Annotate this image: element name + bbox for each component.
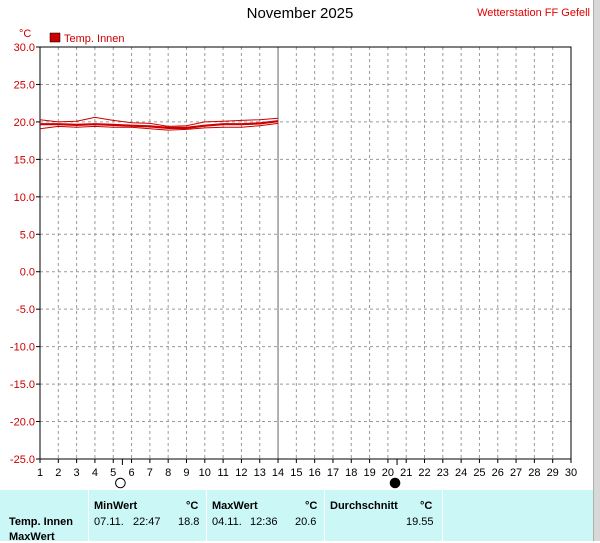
x-tick-label: 20	[382, 467, 394, 479]
x-tick-label: 9	[183, 467, 189, 479]
y-tick-label: 0.0	[20, 267, 35, 279]
x-tick-label: 2	[55, 467, 61, 479]
x-tick-label: 28	[528, 467, 540, 479]
column-divider	[206, 490, 207, 541]
min-time: 22:47	[133, 516, 161, 528]
y-tick-label: 5.0	[20, 229, 35, 241]
column-divider	[88, 490, 89, 541]
x-tick-label: 24	[455, 467, 467, 479]
x-tick-label: 1	[37, 467, 43, 479]
y-tick-label: 15.0	[14, 154, 35, 166]
x-tick-label: 16	[309, 467, 321, 479]
max-date: 04.11.	[212, 516, 242, 528]
stats-row-label-2: MaxWert	[9, 531, 55, 543]
min-header: MinWert	[94, 500, 138, 512]
max-unit: °C	[305, 500, 318, 512]
x-tick-label: 7	[147, 467, 153, 479]
x-tick-label: 4	[92, 467, 98, 479]
series-line-min	[39, 122, 279, 131]
new-moon-icon	[389, 477, 401, 489]
min-unit: °C	[186, 500, 199, 512]
max-value: 20.6	[295, 516, 317, 528]
y-tick-label: -5.0	[16, 304, 35, 316]
x-tick-label: 22	[418, 467, 430, 479]
y-tick-label: -10.0	[10, 342, 35, 354]
series-line-mean	[40, 120, 279, 130]
x-tick-label: 29	[547, 467, 559, 479]
x-tick-label: 3	[74, 467, 80, 479]
y-tick-label: -20.0	[10, 417, 35, 429]
x-tick-label: 30	[565, 467, 577, 479]
x-tick-label: 17	[327, 467, 339, 479]
full-moon-icon	[115, 477, 126, 489]
plot-frame	[39, 46, 572, 460]
plot-area	[40, 47, 571, 459]
series-line-max	[39, 116, 279, 127]
x-tick-label: 19	[363, 467, 375, 479]
x-tick-label: 8	[165, 467, 171, 479]
column-divider	[324, 490, 325, 541]
min-date: 07.11.	[94, 516, 124, 528]
avg-header: Durchschnitt	[330, 500, 398, 512]
x-tick-label: 26	[492, 467, 504, 479]
x-tick-label: 10	[199, 467, 211, 479]
avg-unit: °C	[420, 500, 433, 512]
x-tick-label: 14	[272, 467, 284, 479]
legend-swatch	[49, 32, 61, 43]
x-tick-label: 6	[128, 467, 134, 479]
max-time: 12:36	[250, 516, 278, 528]
x-tick-label: 13	[254, 467, 266, 479]
stats-row-label: Temp. Innen	[9, 516, 73, 528]
x-tick-label: 25	[473, 467, 485, 479]
x-tick-label: 5	[110, 467, 116, 479]
x-tick-label: 11	[217, 467, 228, 479]
temperature-chart: 30.0 25.0 20.0 15.0 10.0 5.0 0.0 -5.0 -10.0 -15.0…	[10, 28, 577, 489]
x-tick-label: 21	[400, 467, 412, 479]
y-tick-label: -15.0	[10, 379, 35, 391]
min-value: 18.8	[178, 516, 200, 528]
avg-value: 19.55	[406, 516, 434, 528]
vertical-scrollbar[interactable]	[593, 0, 600, 541]
x-tick-label: 18	[345, 467, 357, 479]
y-tick-label: 10.0	[14, 192, 35, 204]
y-tick-label: 30.0	[14, 42, 35, 54]
station-name: Wetterstation FF Gefell	[477, 7, 590, 19]
x-tick-label: 23	[437, 467, 449, 479]
y-tick-label: -25.0	[10, 454, 35, 466]
y-tick-label: 25.0	[14, 79, 35, 91]
column-divider	[442, 490, 443, 541]
x-tick-label: 15	[290, 467, 302, 479]
y-tick-label: 20.0	[14, 117, 35, 129]
max-header: MaxWert	[212, 500, 258, 512]
x-tick-label: 12	[235, 467, 247, 479]
chart-title: November 2025	[246, 5, 354, 22]
x-tick-label: 27	[510, 467, 522, 479]
statistics-panel: Temp. Innen MaxWert MinWert °C 07.11. 22…	[0, 490, 593, 543]
y-unit-label: °C	[19, 28, 31, 40]
legend-label: Temp. Innen	[64, 33, 125, 45]
